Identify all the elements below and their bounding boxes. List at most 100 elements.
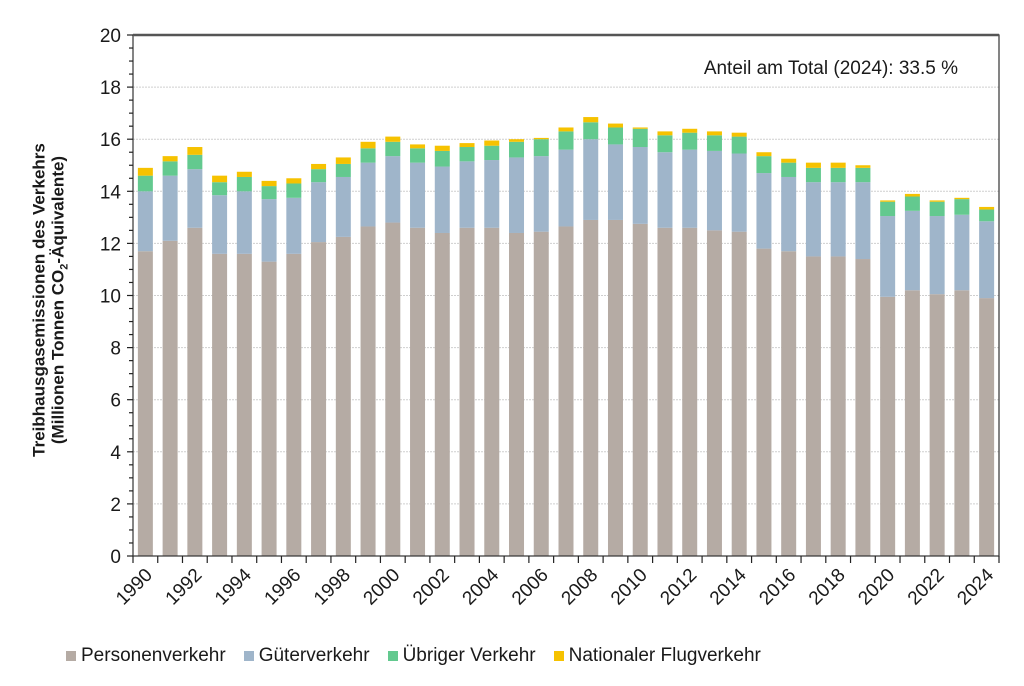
bar-segment-2003-2	[459, 147, 475, 162]
bar-segment-2009-3	[607, 123, 623, 128]
x-tick-label: 1994	[211, 564, 256, 609]
x-tick-label: 2016	[755, 565, 800, 610]
bar-segment-2022-0	[929, 294, 945, 556]
bar-segment-1997-3	[311, 163, 327, 170]
bar-segment-2024-3	[979, 206, 995, 210]
bar-segment-1996-3	[286, 178, 302, 184]
bar-segment-1995-0	[261, 261, 277, 556]
bar-segment-2001-1	[410, 162, 426, 228]
x-tick-label: 1990	[112, 565, 157, 610]
bar-segment-2001-2	[410, 148, 426, 163]
bar-segment-2005-1	[509, 157, 525, 233]
bar-segment-2015-3	[756, 152, 772, 157]
y-tick-labels: 0 2 4 6 8 10 12 14 16 18 20	[100, 26, 122, 568]
x-tick-label: 2012	[657, 565, 702, 610]
bar-segment-2006-3	[533, 137, 549, 140]
bar-segment-2011-2	[657, 135, 673, 153]
bar-segment-2015-2	[756, 156, 772, 174]
bar-segment-2000-2	[385, 141, 401, 157]
legend-label: Güterverkehr	[258, 645, 370, 666]
bar-segment-1994-2	[236, 176, 252, 192]
bar-segment-2017-1	[805, 182, 821, 257]
bar-segment-1995-3	[261, 180, 277, 187]
bar-segment-2014-0	[731, 231, 747, 557]
bars	[137, 117, 995, 557]
bar-segment-2022-3	[929, 200, 945, 202]
bar-segment-2017-2	[805, 167, 821, 183]
bar-segment-1997-2	[311, 169, 327, 183]
legend-swatch-personenverkehr	[66, 651, 76, 661]
y-tick-label: 4	[110, 443, 121, 464]
bar-segment-1999-1	[360, 162, 376, 227]
bar-segment-2004-1	[484, 160, 500, 228]
x-tick-label: 2004	[459, 564, 504, 609]
bar-segment-2020-2	[880, 201, 896, 217]
y-tick-label: 16	[100, 130, 121, 151]
x-tick-label: 2018	[805, 565, 850, 610]
x-tick-label: 2024	[953, 564, 998, 609]
bar-segment-2009-2	[607, 127, 623, 145]
bar-segment-1995-2	[261, 186, 277, 200]
bar-segment-2019-1	[855, 182, 871, 260]
bar-segment-2012-3	[682, 128, 698, 133]
bar-segment-2002-0	[434, 232, 450, 557]
bar-segment-1993-3	[212, 175, 228, 183]
bar-segment-2012-0	[682, 227, 698, 556]
bar-segment-2018-2	[830, 167, 846, 183]
bar-segment-1994-0	[236, 253, 252, 556]
legend-swatch-uebriger-verkehr	[387, 651, 398, 661]
bar-segment-2020-0	[880, 296, 896, 556]
bar-segment-2000-3	[385, 136, 401, 142]
bar-segment-1999-3	[360, 141, 376, 149]
bar-segment-2019-2	[855, 167, 871, 183]
bar-segment-2002-2	[434, 150, 450, 167]
bar-segment-2012-2	[682, 132, 698, 150]
bar-segment-1992-3	[187, 147, 203, 155]
bar-segment-2016-0	[781, 251, 797, 556]
bar-segment-1990-0	[137, 251, 153, 556]
legend-item-gueterverkehr: Güterverkehr	[243, 645, 370, 667]
bar-segment-2023-1	[954, 214, 970, 291]
y-axis-title-subscript: 2	[58, 263, 71, 270]
bar-segment-1994-1	[236, 191, 252, 254]
bar-segment-2010-2	[632, 128, 648, 148]
bar-segment-2009-1	[607, 144, 623, 220]
bar-segment-2003-3	[459, 143, 475, 148]
bar-segment-2015-0	[756, 248, 772, 557]
x-tick-label: 2014	[706, 564, 751, 609]
y-tick-label: 14	[100, 182, 122, 203]
bar-segment-2017-3	[805, 162, 821, 168]
bar-segment-1996-1	[286, 197, 302, 254]
bar-segment-1991-1	[162, 175, 178, 241]
bar-segment-2013-3	[706, 131, 722, 136]
bar-segment-2019-3	[855, 165, 871, 168]
bar-segment-1998-0	[335, 236, 351, 556]
bar-segment-2010-0	[632, 223, 648, 557]
legend-label: Übriger Verkehr	[402, 645, 536, 666]
x-tick-label: 1996	[261, 565, 306, 610]
legend: Personenverkehr Güterverkehr Übriger Ver…	[66, 645, 779, 667]
bar-segment-1998-1	[335, 176, 351, 237]
x-tick-labels: 1990 1992 1994 1996 1998 2000 2002 2004 2006 2008…	[112, 564, 998, 609]
x-tick-label: 1998	[310, 565, 355, 610]
bar-segment-2024-2	[979, 209, 995, 222]
bar-segment-2007-0	[558, 226, 574, 556]
bar-segment-1991-0	[162, 240, 178, 557]
bar-segment-2016-3	[781, 158, 797, 163]
bar-segment-2008-2	[583, 122, 599, 140]
bar-segment-2023-0	[954, 290, 970, 556]
bar-segment-2012-1	[682, 149, 698, 228]
bar-segment-2017-0	[805, 256, 821, 556]
bar-segment-2006-1	[533, 156, 549, 232]
bar-segment-2011-1	[657, 152, 673, 228]
y-axis-title-line2: (Millionen Tonnen CO2-Äquivalente)	[48, 143, 74, 457]
bar-segment-2016-1	[781, 176, 797, 252]
bar-segment-2013-0	[706, 230, 722, 556]
bar-segment-2010-1	[632, 147, 648, 224]
bar-segment-2001-0	[410, 227, 426, 556]
bar-segment-2006-0	[533, 231, 549, 557]
x-tick-label: 2010	[607, 565, 652, 610]
bar-segment-2004-2	[484, 145, 500, 161]
bar-segment-1997-0	[311, 242, 327, 556]
axes	[127, 33, 1000, 563]
